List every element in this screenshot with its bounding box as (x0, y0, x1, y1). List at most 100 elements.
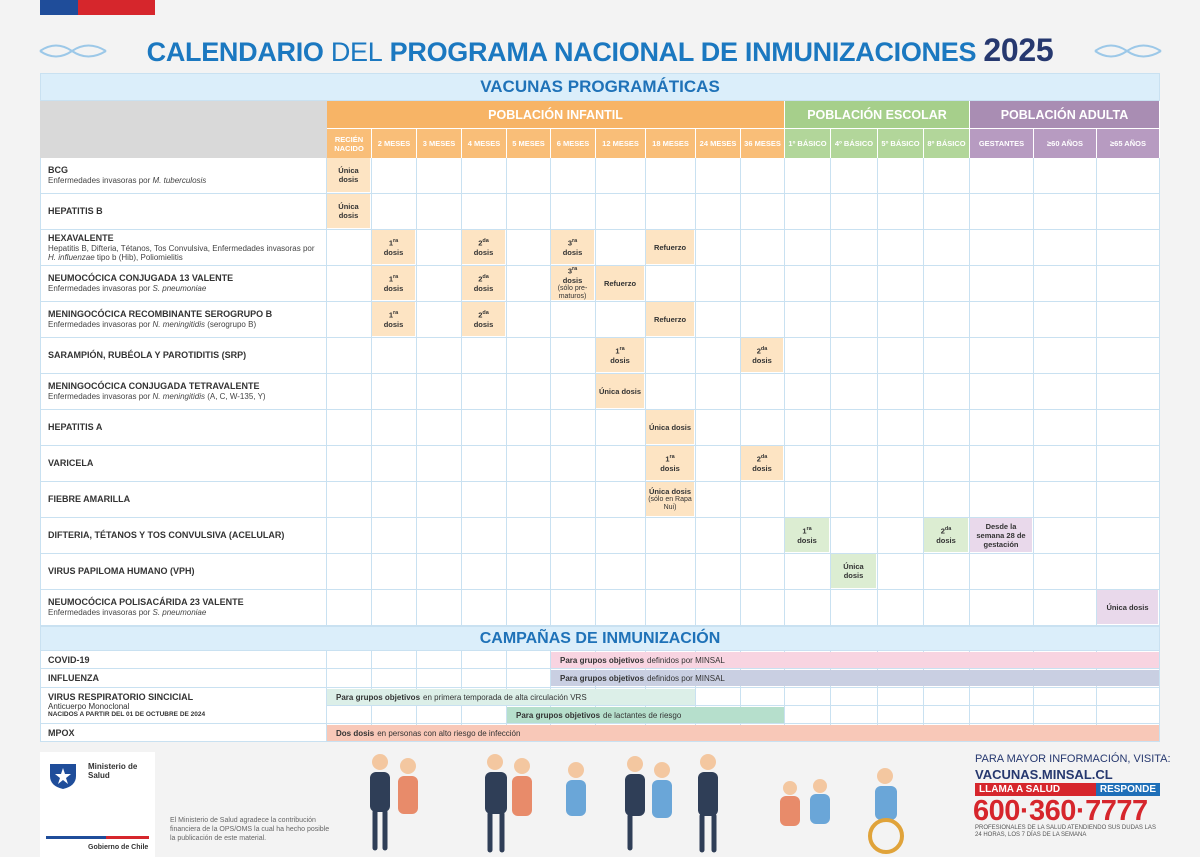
bar-text: definidos por MINSAL (647, 655, 725, 665)
grid-cell (417, 230, 462, 266)
grid-cell (1097, 482, 1160, 518)
grid-cell (831, 230, 878, 266)
grid-cell (551, 554, 596, 590)
dose-ordinal: 2da (757, 345, 768, 356)
column-header: 36 MESES (741, 128, 785, 158)
grid-cell (741, 590, 785, 626)
vaccine-name: DIFTERIA, TÉTANOS Y TOS CONVULSIVA (ACEL… (48, 530, 285, 540)
vaccine-label: HEPATITIS A (40, 410, 327, 446)
ordinal: 1 (615, 346, 620, 356)
grid-cell (1097, 651, 1160, 669)
grid-cell: Única dosis (1097, 590, 1160, 626)
grid-cell (924, 482, 970, 518)
grid-cell (924, 194, 970, 230)
grid-cell (696, 338, 741, 374)
grid-cell (372, 706, 417, 724)
grid-cell (462, 706, 507, 724)
grid-cell (372, 158, 417, 194)
grid-cell (696, 554, 741, 590)
shield (50, 764, 76, 789)
dose-text: dosis (752, 355, 772, 365)
grid-cell (417, 651, 462, 669)
dose: 1ra dosis (372, 230, 415, 264)
illustration (370, 754, 904, 854)
call: LLAMA A SALUD (975, 783, 1096, 796)
dose-ordinal: 3ra (568, 237, 577, 248)
grid-cell (741, 706, 785, 724)
dose-text: Única dosis (648, 422, 692, 432)
desc-part: Enfermedades invasoras por (48, 176, 153, 186)
dose-text: dosis (936, 535, 956, 545)
vaccine-label: NEUMOCÓCICA POLISACÁRIDA 23 VALENTE Enfer… (40, 590, 327, 626)
url: VACUNAS.MINSAL.CL (975, 767, 1113, 782)
ordinal: 2 (756, 454, 761, 464)
dose: Refuerzo (646, 302, 694, 336)
grid-cell (696, 302, 741, 338)
grid-cell: 1ra dosis (372, 230, 417, 266)
ordinal-suffix: ra (392, 310, 399, 317)
dose: Única dosis (646, 410, 694, 444)
desc-part: (A, C, W-135, Y) (204, 392, 266, 402)
grid-cell (878, 410, 924, 446)
grid-cell (462, 194, 507, 230)
grid-cell (1034, 302, 1097, 338)
grid-cell (785, 410, 831, 446)
grid-cell (785, 446, 831, 482)
dose-note: (sólo pre-maturos) (557, 284, 588, 300)
grid-cell (417, 706, 462, 724)
grid-cell (507, 446, 551, 482)
grid-cell (741, 554, 785, 590)
vaccine-label: HEXAVALENTE Hepatitis B, Difteria, Tétano… (40, 230, 327, 266)
grid-cell (462, 338, 507, 374)
grid-cell (327, 482, 372, 518)
grid-cell (327, 338, 372, 374)
ordinal: 2 (478, 310, 483, 320)
grid-cell (741, 482, 785, 518)
bar-text: en personas con alto riesgo de infección (377, 728, 521, 738)
grid-cell (924, 706, 970, 724)
grid-cell: Refuerzo (646, 302, 696, 338)
grid-cell (970, 410, 1034, 446)
grid-cell (646, 590, 696, 626)
dose-ordinal: 1ra (389, 237, 398, 248)
grid-cell (1034, 446, 1097, 482)
grid-cell (970, 706, 1034, 724)
grid-cell (741, 518, 785, 554)
vaccine-label: FIEBRE AMARILLA (40, 482, 327, 518)
grid-cell: Única dosis (596, 374, 646, 410)
title-rest: PROGRAMA NACIONAL DE INMUNIZACIONES (389, 37, 977, 67)
grid-cell (878, 554, 924, 590)
column-header: 5º BÁSICO (878, 128, 924, 158)
vaccine-desc: Enfermedades invasoras por N. meningitid… (48, 320, 318, 330)
hours: PROFESIONALES DE LA SALUD ATENDIENDO SUS… (975, 825, 1156, 838)
grid-cell (696, 230, 741, 266)
grid-cell (785, 230, 831, 266)
grid-cell (507, 518, 551, 554)
dose: Única dosis (327, 158, 370, 192)
campaign-name: VIRUS RESPIRATORIO SINCICIAL (48, 692, 194, 702)
grid-cell (970, 688, 1034, 706)
campaign-title: CAMPAÑAS DE INMUNIZACIÓN (40, 626, 1160, 651)
grid-cell (327, 554, 372, 590)
ordinal-suffix: da (482, 274, 489, 281)
grid-cell (696, 688, 741, 706)
logo-bar (106, 836, 149, 839)
campaign-name: COVID-19 (48, 654, 90, 665)
phone: 600·360·7777 (973, 795, 1148, 827)
grid-cell (1034, 410, 1097, 446)
grid-cell (785, 194, 831, 230)
grid-cell (1097, 338, 1160, 374)
ordinal-suffix: da (482, 310, 489, 317)
flag-blue (40, 0, 78, 15)
dose: 2da dosis (924, 518, 968, 552)
ordinal-suffix: da (760, 346, 768, 353)
grid-cell (507, 374, 551, 410)
grid-cell: 2da dosis (741, 446, 785, 482)
grid-cell (372, 554, 417, 590)
grid-cell (831, 266, 878, 302)
dose-text: dosis (752, 463, 772, 473)
column-header: 12 MESES (596, 128, 646, 158)
grid-cell (785, 590, 831, 626)
vaccine-name: HEPATITIS A (48, 422, 103, 432)
ordinal: 2 (756, 346, 761, 356)
